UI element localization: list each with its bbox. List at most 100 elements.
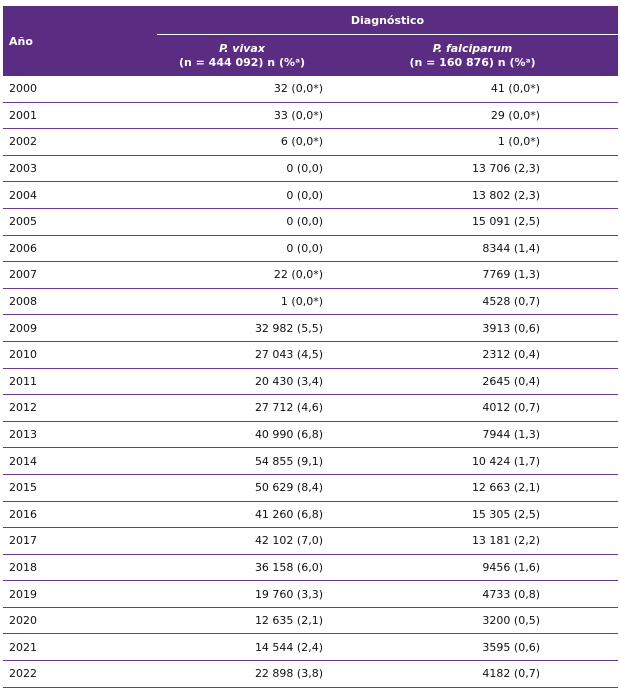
cell-vivax: 0 (0,0)	[157, 235, 327, 263]
cell-year: 2002	[3, 128, 157, 156]
header-vivax-species: P. vivax	[219, 42, 265, 55]
cell-vivax: 50 629 (8,4)	[157, 474, 327, 502]
cell-falciparum: 4012 (0,7)	[327, 394, 618, 422]
cell-year: 2007	[3, 261, 157, 289]
cell-falciparum: 3913 (0,6)	[327, 314, 618, 342]
cell-vivax: 22 898 (3,8)	[157, 660, 327, 688]
cell-vivax: 19 760 (3,3)	[157, 580, 327, 608]
cell-vivax: 1 (0,0*)	[157, 288, 327, 316]
header-diagnosis-group: Diagnóstico	[157, 6, 618, 35]
table-body: 2000 32 (0,0*) 41 (0,0*) 2001 33 (0,0*) 29 (0…	[3, 76, 618, 688]
cell-falciparum: 2312 (0,4)	[327, 341, 618, 369]
cell-year: 2005	[3, 208, 157, 236]
cell-falciparum: 1 (0,0*)	[327, 128, 618, 156]
table-row: 2005 0 (0,0) 15 091 (2,5)	[3, 208, 618, 236]
cell-year: 2009	[3, 314, 157, 342]
table-row: 2019 19 760 (3,3) 4733 (0,8)	[3, 580, 618, 608]
cell-vivax: 22 (0,0*)	[157, 261, 327, 289]
cell-vivax: 54 855 (9,1)	[157, 447, 327, 475]
cell-year: 2003	[3, 155, 157, 183]
cell-year: 2018	[3, 554, 157, 582]
cell-year: 2004	[3, 181, 157, 209]
cell-vivax: 42 102 (7,0)	[157, 527, 327, 555]
table-row: 2002 6 (0,0*) 1 (0,0*)	[3, 128, 618, 156]
table-row: 2021 14 544 (2,4) 3595 (0,6)	[3, 633, 618, 662]
cell-falciparum: 9456 (1,6)	[327, 554, 618, 582]
malaria-diagnosis-table-container: Año Diagnóstico P. vivax (n = 444 092) n…	[3, 6, 618, 688]
cell-vivax: 32 982 (5,5)	[157, 314, 327, 342]
cell-falciparum: 3200 (0,5)	[327, 607, 618, 635]
table-row: 2003 0 (0,0) 13 706 (2,3)	[3, 155, 618, 183]
cell-year: 2006	[3, 235, 157, 263]
cell-falciparum: 10 424 (1,7)	[327, 447, 618, 475]
malaria-diagnosis-table: Año Diagnóstico P. vivax (n = 444 092) n…	[3, 6, 618, 688]
cell-vivax: 32 (0,0*)	[157, 76, 327, 103]
cell-year: 2021	[3, 633, 157, 662]
table-row: 2011 20 430 (3,4) 2645 (0,4)	[3, 368, 618, 396]
cell-vivax: 0 (0,0)	[157, 208, 327, 236]
cell-year: 2010	[3, 341, 157, 369]
cell-falciparum: 3595 (0,6)	[327, 633, 618, 662]
cell-year: 2001	[3, 102, 157, 130]
cell-falciparum: 41 (0,0*)	[327, 76, 618, 103]
table-row: 2009 32 982 (5,5) 3913 (0,6)	[3, 314, 618, 342]
cell-year: 2015	[3, 474, 157, 502]
table-row: 2013 40 990 (6,8) 7944 (1,3)	[3, 421, 618, 449]
table-header: Año Diagnóstico P. vivax (n = 444 092) n…	[3, 6, 618, 76]
cell-year: 2013	[3, 421, 157, 449]
cell-falciparum: 7769 (1,3)	[327, 261, 618, 289]
cell-falciparum: 4733 (0,8)	[327, 580, 618, 608]
table-row: 2006 0 (0,0) 8344 (1,4)	[3, 235, 618, 263]
cell-vivax: 33 (0,0*)	[157, 102, 327, 130]
cell-vivax: 40 990 (6,8)	[157, 421, 327, 449]
cell-year: 2020	[3, 607, 157, 635]
cell-falciparum: 29 (0,0*)	[327, 102, 618, 130]
table-row: 2007 22 (0,0*) 7769 (1,3)	[3, 261, 618, 289]
cell-year: 2000	[3, 76, 157, 103]
cell-vivax: 27 712 (4,6)	[157, 394, 327, 422]
header-vivax: P. vivax (n = 444 092) n (%ᵃ)	[157, 34, 327, 76]
table-row: 2017 42 102 (7,0) 13 181 (2,2)	[3, 527, 618, 555]
cell-vivax: 27 043 (4,5)	[157, 341, 327, 369]
table-row: 2016 41 260 (6,8) 15 305 (2,5)	[3, 501, 618, 529]
cell-year: 2014	[3, 447, 157, 475]
cell-year: 2012	[3, 394, 157, 422]
cell-vivax: 36 158 (6,0)	[157, 554, 327, 582]
table-row: 2004 0 (0,0) 13 802 (2,3)	[3, 181, 618, 209]
cell-falciparum: 13 181 (2,2)	[327, 527, 618, 555]
cell-vivax: 0 (0,0)	[157, 181, 327, 209]
cell-vivax: 14 544 (2,4)	[157, 633, 327, 662]
cell-falciparum: 15 091 (2,5)	[327, 208, 618, 236]
table-row: 2000 32 (0,0*) 41 (0,0*)	[3, 76, 618, 103]
table-row: 2015 50 629 (8,4) 12 663 (2,1)	[3, 474, 618, 502]
cell-falciparum: 15 305 (2,5)	[327, 501, 618, 529]
cell-falciparum: 13 802 (2,3)	[327, 181, 618, 209]
cell-falciparum: 8344 (1,4)	[327, 235, 618, 263]
header-falciparum-n: (n = 160 876) n (%ᵃ)	[409, 56, 536, 69]
cell-vivax: 12 635 (2,1)	[157, 607, 327, 635]
cell-falciparum: 12 663 (2,1)	[327, 474, 618, 502]
cell-vivax: 20 430 (3,4)	[157, 368, 327, 396]
header-falciparum-species: P. falciparum	[432, 42, 513, 55]
table-row: 2008 1 (0,0*) 4528 (0,7)	[3, 288, 618, 316]
cell-falciparum: 4182 (0,7)	[327, 660, 618, 688]
table-row: 2014 54 855 (9,1) 10 424 (1,7)	[3, 447, 618, 475]
cell-vivax: 0 (0,0)	[157, 155, 327, 183]
cell-year: 2022	[3, 660, 157, 688]
header-falciparum: P. falciparum (n = 160 876) n (%ᵃ)	[327, 34, 618, 76]
header-year: Año	[3, 6, 157, 76]
table-row: 2001 33 (0,0*) 29 (0,0*)	[3, 102, 618, 130]
cell-year: 2016	[3, 501, 157, 529]
cell-vivax: 41 260 (6,8)	[157, 501, 327, 529]
cell-falciparum: 7944 (1,3)	[327, 421, 618, 449]
header-vivax-n: (n = 444 092) n (%ᵃ)	[178, 56, 306, 69]
table-row: 2022 22 898 (3,8) 4182 (0,7)	[3, 660, 618, 688]
table-row: 2012 27 712 (4,6) 4012 (0,7)	[3, 394, 618, 422]
cell-year: 2011	[3, 368, 157, 396]
table-row: 2020 12 635 (2,1) 3200 (0,5)	[3, 607, 618, 635]
table-row: 2018 36 158 (6,0) 9456 (1,6)	[3, 554, 618, 582]
cell-year: 2019	[3, 580, 157, 608]
cell-vivax: 6 (0,0*)	[157, 128, 327, 156]
cell-year: 2017	[3, 527, 157, 555]
cell-falciparum: 2645 (0,4)	[327, 368, 618, 396]
